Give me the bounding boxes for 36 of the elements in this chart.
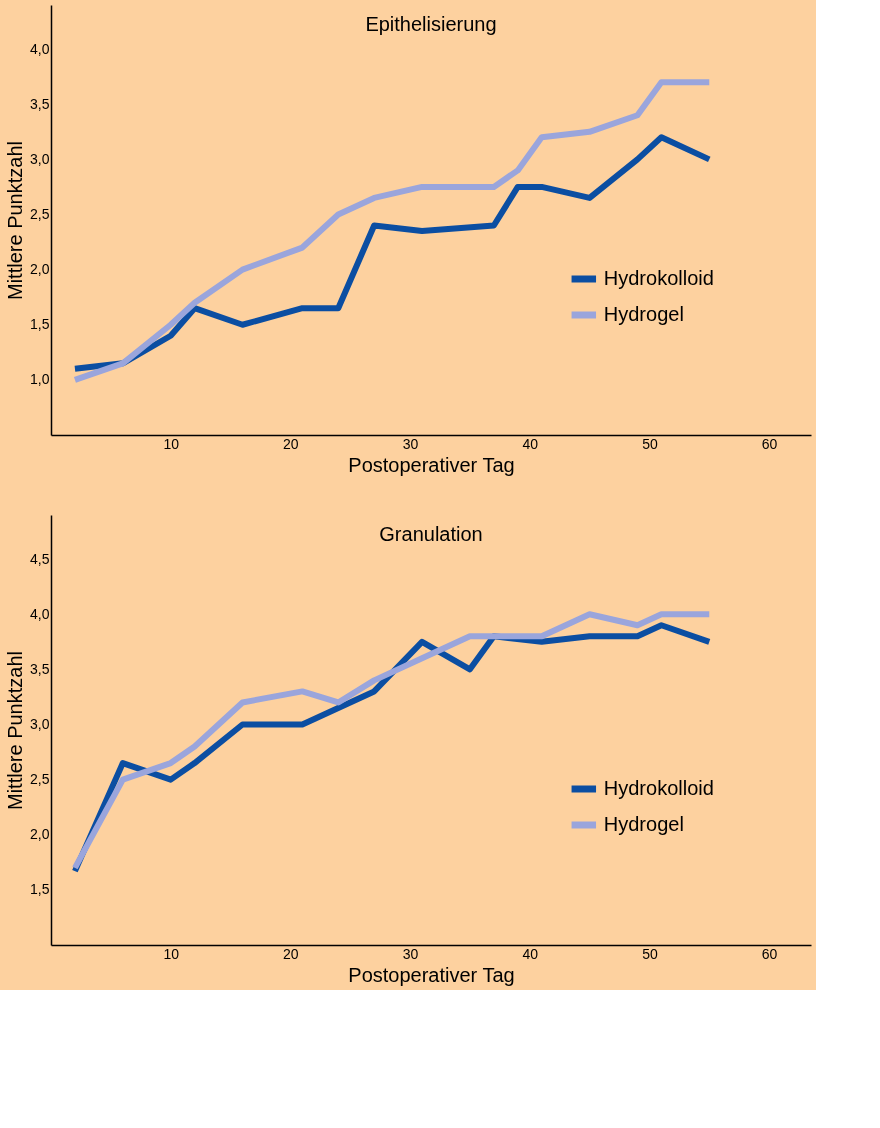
y-axis-title: Mittlere Punktzahl — [4, 141, 27, 300]
y-tick-label: 1,5 — [30, 316, 50, 333]
legend-label: Hydrokolloid — [603, 267, 714, 289]
y-tick-label: 4,0 — [30, 605, 50, 622]
legend-label: Hydrokolloid — [603, 777, 714, 799]
x-tick-label: 50 — [642, 435, 658, 452]
y-tick-label: 1,0 — [30, 371, 50, 388]
x-tick-label: 10 — [163, 945, 180, 962]
y-tick-label: 2,5 — [30, 205, 50, 222]
legend-label: Hydrogel — [603, 813, 684, 835]
y-axis-title: Mittlere Punktzahl — [4, 651, 27, 810]
y-tick-label: 4,0 — [30, 40, 50, 57]
y-tick-label: 2,0 — [30, 826, 50, 843]
chart-title: Epithelisierung — [365, 13, 497, 35]
y-tick-label: 4,5 — [30, 550, 50, 567]
y-tick-label: 3,0 — [30, 150, 50, 167]
chart-title: Granulation — [379, 523, 483, 545]
x-tick-label: 40 — [522, 945, 539, 962]
x-tick-label: 30 — [402, 435, 419, 452]
x-tick-label: 10 — [163, 435, 180, 452]
x-tick-label: 20 — [283, 945, 299, 962]
x-tick-label: 60 — [761, 945, 778, 962]
y-tick-label: 3,5 — [30, 660, 50, 677]
x-tick-label: 40 — [522, 435, 539, 452]
y-tick-label: 2,0 — [30, 261, 50, 278]
y-tick-label: 1,5 — [30, 881, 50, 898]
x-axis-title: Postoperativer Tag — [348, 963, 515, 986]
legend-label: Hydrogel — [603, 303, 684, 325]
y-tick-label: 2,5 — [30, 771, 50, 788]
x-tick-label: 50 — [642, 945, 658, 962]
x-tick-label: 60 — [761, 435, 778, 452]
x-axis-title: Postoperativer Tag — [348, 453, 515, 476]
y-tick-label: 3,0 — [30, 715, 50, 732]
x-tick-label: 20 — [283, 435, 299, 452]
y-tick-label: 3,5 — [30, 95, 50, 112]
x-tick-label: 30 — [402, 945, 419, 962]
